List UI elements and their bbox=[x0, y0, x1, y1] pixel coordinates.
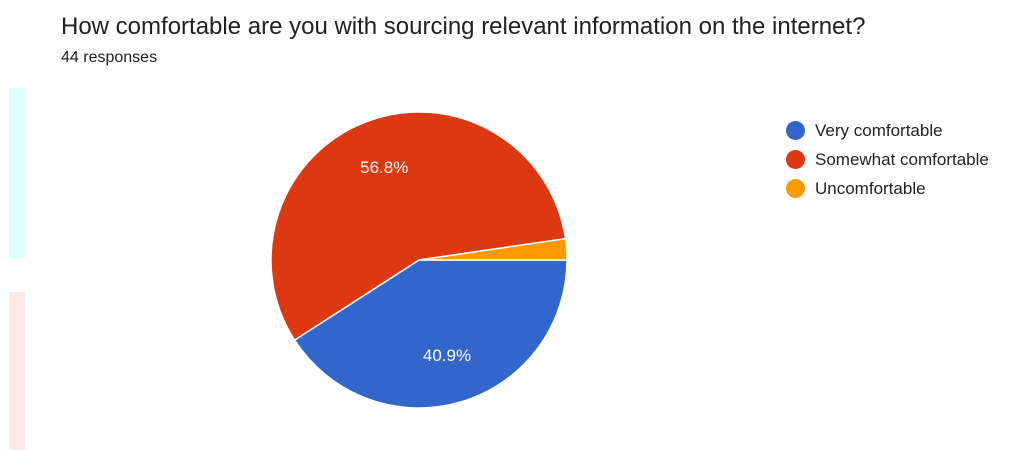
legend-item-very-comfortable[interactable]: Very comfortable bbox=[786, 116, 989, 145]
chart-legend: Very comfortable Somewhat comfortable Un… bbox=[786, 116, 989, 203]
legend-label-very-comfortable: Very comfortable bbox=[815, 120, 943, 140]
legend-swatch-very-comfortable bbox=[786, 121, 805, 140]
question-title: How comfortable are you with sourcing re… bbox=[61, 13, 866, 40]
pie-label-somewhat-comfortable: 56.8% bbox=[360, 158, 408, 177]
legend-swatch-somewhat-comfortable bbox=[786, 150, 805, 169]
pie-slice-uncomfortable[interactable] bbox=[418, 237, 568, 261]
response-count: 44 responses bbox=[61, 49, 158, 66]
left-edge-strip-cyan bbox=[9, 88, 25, 258]
legend-label-somewhat-comfortable: Somewhat comfortable bbox=[815, 149, 989, 169]
legend-item-uncomfortable[interactable]: Uncomfortable bbox=[786, 174, 989, 203]
legend-swatch-uncomfortable bbox=[786, 179, 805, 198]
legend-item-somewhat-comfortable[interactable]: Somewhat comfortable bbox=[786, 145, 989, 174]
pie-label-very-comfortable: 40.9% bbox=[423, 346, 471, 365]
legend-label-uncomfortable: Uncomfortable bbox=[815, 178, 926, 198]
pie-slice-somewhat-comfortable[interactable] bbox=[270, 111, 567, 342]
left-edge-strip-pink bbox=[9, 292, 25, 450]
